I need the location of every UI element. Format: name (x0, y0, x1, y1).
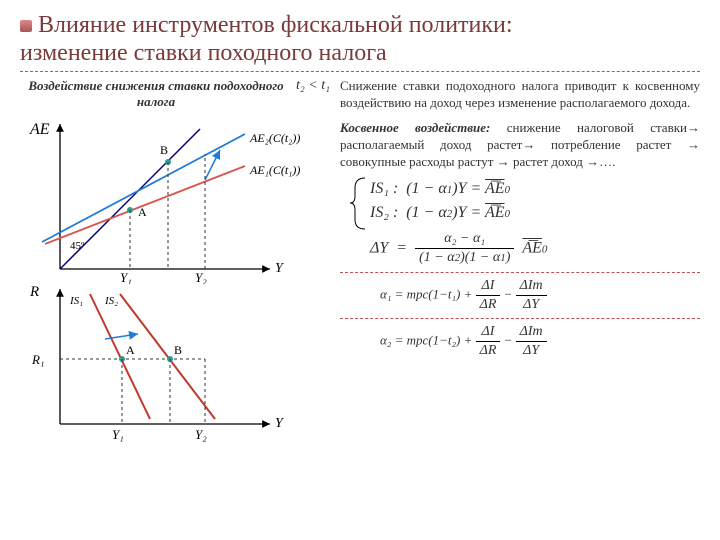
ae1-label: AE₁(C(t₁)) (249, 163, 300, 177)
y1-bot: Y₁ (112, 427, 124, 442)
is-diagram: R Y IS₁ IS₂ R₁ A B Y₁ Y₂ (20, 284, 330, 444)
ae2-label: AE₂(C(t₂)) (249, 131, 300, 145)
eq-is1: IS₁ : (1 − α1)Y = A͞E0 (370, 179, 700, 200)
R1-label: R₁ (31, 352, 44, 367)
ae-ylabel: AE (29, 121, 50, 138)
is1-label: IS₁ (69, 295, 83, 307)
para1: Снижение ставки подоходного налога приво… (340, 78, 700, 112)
eq-alpha1: α₁ = mpc(1−t₁) + ΔIΔR − ΔImΔY (380, 277, 700, 314)
title-line1: Влияние инструментов фискальной политики… (38, 12, 513, 38)
ptB: B (160, 143, 168, 157)
left-subhead: Воздействие снижения ставки подоходного … (20, 78, 292, 110)
R-label: R (29, 284, 39, 300)
eq-is2: IS₂ : (1 − α2)Y = A͞E0 (370, 203, 700, 224)
condition: t₂ < t₁ (296, 78, 330, 94)
y2-bot: Y₂ (195, 427, 207, 442)
deg45: 45º (70, 240, 85, 252)
right-column: Снижение ставки подоходного налога приво… (340, 78, 700, 444)
y1-top: Y₁ (120, 270, 132, 284)
ptA2: A (126, 343, 135, 357)
para2: Косвенное воздействие: снижение налогово… (340, 120, 700, 171)
Y-label2: Y (275, 416, 285, 431)
is2-label: IS₂ (104, 295, 118, 307)
title-line2: изменение ставки походного налога (20, 40, 387, 66)
eq-dy: ΔY = α₂ − α₁ (1 − α2)(1 − α1) A͞E0 (370, 230, 700, 267)
ptA: A (138, 205, 147, 219)
ae-xlabel: Y (275, 261, 285, 276)
y2-top: Y₂ (195, 270, 207, 284)
left-column: Воздействие снижения ставки подоходного … (20, 78, 330, 444)
ptB2: B (174, 343, 182, 357)
ae-diagram: AE Y 45º AE₁(C(t₁)) AE₂(C(t₂)) A B Y₁ Y₂ (20, 114, 330, 284)
eq-alpha2: α₂ = mpc(1−t₂) + ΔIΔR − ΔImΔY (380, 323, 700, 360)
